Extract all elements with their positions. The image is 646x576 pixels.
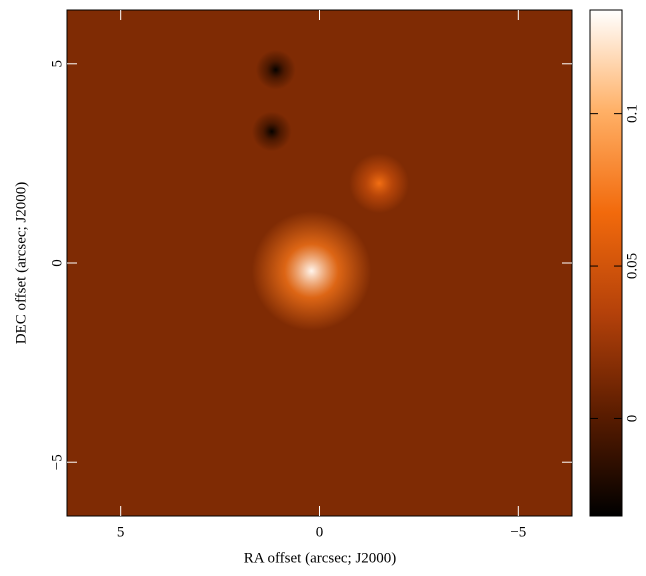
colorbar-tick-label: 0 — [624, 415, 640, 423]
source — [256, 50, 296, 90]
x-axis-label: RA offset (arcsec; J2000) — [244, 550, 397, 566]
source — [252, 112, 292, 152]
source — [252, 211, 371, 330]
image — [67, 10, 572, 516]
x-tick-label: −5 — [510, 524, 526, 540]
source — [349, 153, 409, 213]
colorbar — [590, 10, 622, 516]
chart: RA offset (arcsec; J2000) DEC offset (ar… — [0, 0, 646, 571]
colorbar-tick-label: 0.1 — [624, 104, 640, 123]
x-tick-label: 0 — [316, 524, 324, 540]
colorbar-tick-label: 0.05 — [624, 253, 640, 279]
x-tick-label: 5 — [117, 524, 125, 540]
y-axis-label: DEC offset (arcsec; J2000) — [13, 182, 29, 345]
y-tick-label: 0 — [49, 259, 65, 267]
y-tick-label: −5 — [49, 454, 65, 470]
y-tick-label: 5 — [49, 60, 65, 67]
